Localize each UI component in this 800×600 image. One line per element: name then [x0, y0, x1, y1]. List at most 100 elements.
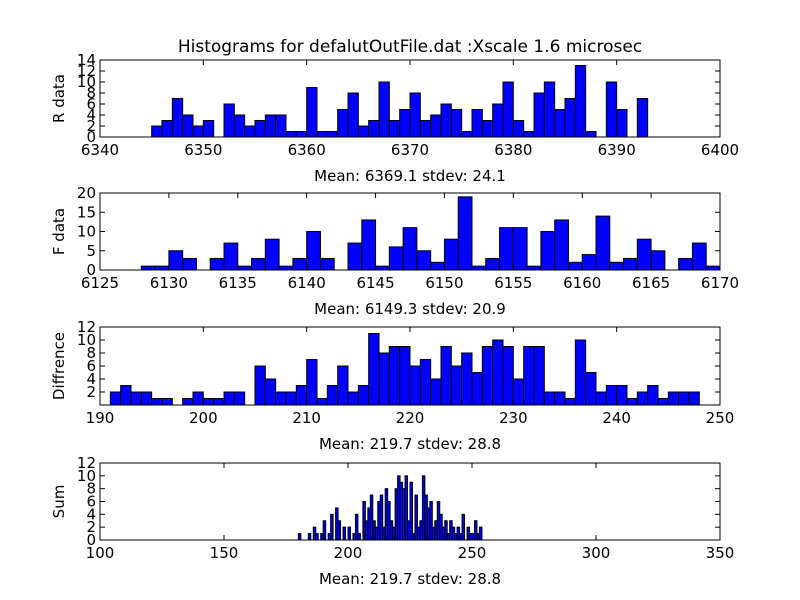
x-tick-label: 6350 [184, 141, 222, 159]
histogram-bar [388, 346, 401, 406]
x-tick-label: 240 [602, 409, 631, 427]
x-tick-label: 100 [86, 544, 115, 562]
histogram-bar [275, 391, 287, 406]
histogram-bar [315, 533, 319, 541]
histogram-bar [450, 109, 463, 138]
y-tick-label: 6 [86, 95, 96, 113]
x-tick-label: 6380 [494, 141, 532, 159]
histogram-bar [554, 391, 566, 406]
histogram-bar [357, 533, 361, 541]
histogram-bar [171, 98, 184, 138]
y-tick-label: 20 [77, 184, 96, 202]
histogram-bar [388, 120, 401, 138]
histogram-bar [357, 125, 370, 138]
x-axis-label: Mean: 219.7 stdev: 28.8 [319, 435, 501, 453]
x-tick-label: 200 [189, 409, 218, 427]
histogram-bar [581, 254, 597, 271]
y-tick-label: 5 [86, 242, 96, 260]
histogram-bar [623, 257, 638, 271]
histogram-bar [457, 196, 473, 271]
histogram-bar [492, 339, 504, 406]
histogram-bar [182, 114, 194, 138]
histogram-bar [285, 391, 297, 406]
histogram-bar [440, 346, 452, 406]
y-axis-label: Sum [50, 485, 68, 519]
histogram-bar [292, 257, 308, 271]
histogram-bar [416, 250, 432, 271]
y-tick-label: 10 [77, 467, 96, 485]
histogram-bar [151, 125, 163, 138]
y-tick-label: 4 [86, 106, 96, 124]
histogram-bar [402, 227, 418, 271]
histogram-bar [605, 81, 618, 138]
y-tick-label: 0 [86, 531, 96, 549]
y-tick-label: 2 [86, 518, 96, 536]
histogram-bar [523, 131, 535, 138]
x-tick-label: 250 [706, 409, 735, 427]
x-tick-label: 250 [458, 544, 487, 562]
x-tick-label: 230 [499, 409, 528, 427]
histogram-bar [678, 257, 693, 271]
histogram-bar [337, 365, 349, 406]
histogram-bar [223, 391, 235, 406]
histogram-bar [574, 339, 587, 406]
x-tick-label: 6360 [288, 141, 326, 159]
histogram-bar [650, 250, 666, 271]
histogram-bar [264, 114, 277, 138]
histogram-bar [182, 398, 194, 406]
histogram-bar [567, 261, 583, 271]
histogram-bar [481, 120, 494, 138]
x-tick-label: 200 [334, 544, 363, 562]
histogram-bar [526, 265, 542, 271]
histogram-bar [213, 398, 225, 406]
x-axis-label: Mean: 6369.1 stdev: 24.1 [314, 167, 506, 185]
histogram-bar [636, 98, 649, 138]
histogram-bar [251, 257, 266, 271]
histogram-bar [342, 526, 347, 541]
y-tick-label: 4 [86, 370, 96, 388]
panels: 6340 6350 6360 6370 6380 6390 640002468101214R… [50, 51, 739, 588]
histogram-bar [595, 215, 611, 271]
x-tick-label: 6135 [219, 274, 257, 292]
x-tick-label: 220 [396, 409, 425, 427]
histogram-bar [585, 372, 597, 406]
histogram-bar [543, 391, 556, 406]
histogram-bar [316, 131, 328, 138]
histogram-bar [554, 109, 566, 138]
y-axis-label: Diffrence [50, 332, 68, 400]
histogram-bar [223, 103, 235, 138]
histogram-bar [540, 231, 556, 271]
histogram-bar [316, 398, 328, 406]
histogram-bar [430, 261, 445, 271]
histogram-bar [461, 352, 473, 406]
histogram-bar [295, 385, 308, 406]
histogram-bar [485, 257, 501, 271]
histogram-bar [691, 242, 707, 271]
histogram-bar [523, 346, 535, 406]
histogram-bar [154, 265, 170, 271]
y-tick-label: 10 [77, 223, 96, 241]
x-tick-label: 6155 [494, 274, 532, 292]
histogram-bar [636, 238, 652, 271]
histogram-bar [368, 120, 380, 138]
histogram-bar [409, 365, 421, 406]
histogram-bar [161, 398, 173, 406]
y-tick-label: 8 [86, 344, 96, 362]
y-tick-label: 14 [77, 51, 96, 69]
x-tick-label: 6140 [288, 274, 326, 292]
y-tick-label: 0 [86, 128, 96, 146]
histogram-bar [244, 125, 256, 138]
histogram-bar [667, 391, 680, 406]
histogram-bar [330, 513, 334, 541]
histogram-bar [264, 238, 280, 271]
x-tick-label: 6165 [632, 274, 670, 292]
histogram-bar [306, 87, 318, 138]
histogram-bar [209, 257, 225, 271]
histogram-bar [564, 398, 576, 406]
histogram-bar [233, 391, 246, 406]
histogram-bar [368, 333, 380, 406]
histogram-bar [409, 92, 421, 138]
